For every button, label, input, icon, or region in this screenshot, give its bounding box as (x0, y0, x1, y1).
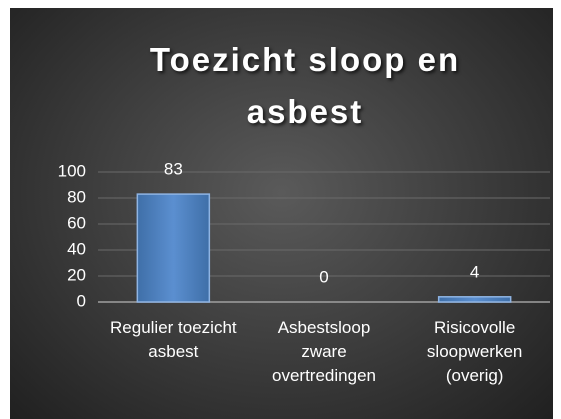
y-tick-label: 60 (67, 213, 86, 232)
chart-title: Toezicht sloop en asbest (149, 41, 461, 130)
y-tick-label: 80 (67, 187, 86, 206)
data-label: 83 (164, 160, 183, 179)
y-tick-label: 0 (77, 291, 86, 310)
data-label: 0 (319, 267, 328, 286)
x-tick-label: Risicovolle sloopwerken (overig) (426, 318, 523, 385)
chart-background: 0 20 40 60 80 100 83 0 4 Toezicht sloop en asbes… (10, 8, 553, 419)
y-tick-label: 20 (67, 265, 86, 284)
bar (136, 193, 211, 303)
y-tick-label: 100 (58, 161, 86, 180)
x-tick-label: Regulier toezicht asbest (110, 318, 237, 361)
chart: 0 20 40 60 80 100 83 0 4 (58, 160, 550, 310)
bar (437, 296, 512, 303)
x-tick-label: Asbestsloop zware overtredingen (272, 318, 376, 385)
data-label: 4 (470, 262, 479, 281)
y-tick-label: 40 (67, 239, 86, 258)
